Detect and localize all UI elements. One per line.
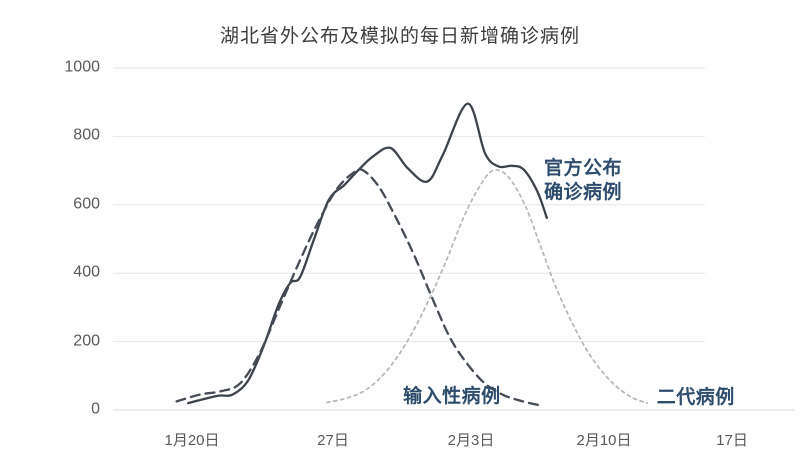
series-label-line: 确诊病例: [543, 181, 622, 203]
series-label-official: 官方公布 确诊病例: [544, 157, 622, 205]
y-tick-label: 1000: [64, 58, 100, 76]
y-tick-label: 200: [73, 332, 100, 350]
x-tick-label: 17日: [716, 432, 748, 449]
y-tick-label: 800: [73, 127, 100, 145]
series-line-official: [186, 102, 548, 405]
y-tick-label: 0: [91, 400, 100, 418]
y-tick-label: 600: [73, 195, 100, 213]
series-label-line: 官方公布: [543, 157, 622, 179]
chart-title: 湖北省外公布及模拟的每日新增确诊病例: [219, 26, 580, 47]
series-line-secondary: [326, 169, 648, 405]
x-tick-label: 2月10日: [576, 432, 632, 449]
series-label-line: 二代病例: [656, 387, 735, 409]
x-tick-label: 2月3日: [447, 432, 495, 449]
y-tick-label: 400: [73, 263, 100, 281]
x-tick-label: 27日: [317, 432, 349, 449]
series-label-imported: 输入性病例: [403, 385, 501, 409]
series-label-line: 输入性病例: [403, 386, 501, 408]
series-line-imported: [175, 168, 541, 407]
x-tick-label: 1月20日: [164, 432, 220, 449]
series-label-secondary: 二代病例: [657, 386, 735, 410]
